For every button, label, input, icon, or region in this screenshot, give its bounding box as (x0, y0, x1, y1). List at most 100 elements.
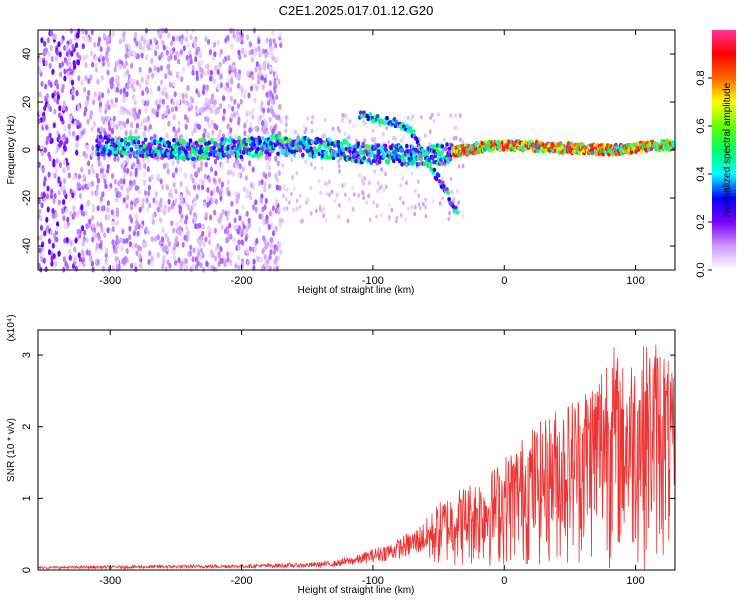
spectrogram-x-tick-label: -300 (99, 275, 121, 287)
spectrogram-cell (99, 46, 103, 53)
spectrogram-cell (168, 81, 172, 88)
spectrogram-cell (322, 214, 325, 219)
spectrogram-cell (186, 229, 190, 236)
spectrogram-cell (177, 229, 181, 236)
spectrogram-cell (51, 92, 55, 99)
spectrogram-cell (81, 184, 85, 191)
spectrogram-cell (239, 84, 243, 91)
spectrogram-cell (309, 211, 313, 216)
spectrogram-cell (254, 66, 258, 73)
spectrogram-cell (229, 259, 233, 266)
spectrogram-cell (222, 95, 226, 102)
spectrogram-cell (198, 254, 202, 261)
spectrogram-cell (130, 82, 134, 89)
spectrogram-cell (52, 122, 56, 129)
spectrogram-cell (443, 137, 446, 142)
spectrogram-cell (344, 192, 347, 198)
spectrogram-cell (216, 187, 220, 194)
spectrogram-cell (162, 163, 167, 169)
spectrogram-cell (263, 186, 267, 193)
spectrogram-cell (252, 258, 256, 265)
spectrogram-cell (411, 129, 416, 134)
spectrogram-cell (159, 27, 163, 34)
spectrogram-cell (143, 190, 148, 196)
spectrogram-cell (416, 179, 420, 184)
spectrogram-cell (196, 248, 201, 254)
spectrogram-cell (106, 227, 110, 234)
spectrogram-cell (247, 223, 251, 230)
spectrogram-cell (213, 78, 217, 85)
spectrogram-cell (176, 221, 180, 228)
spectrogram-cell (43, 176, 47, 183)
spectrogram-cell (68, 61, 72, 68)
spectrogram-cell (191, 64, 195, 71)
spectrogram-cell (51, 242, 55, 249)
spectrogram-cell (452, 136, 456, 141)
spectrogram-cell (93, 91, 97, 98)
spectrogram-cell (82, 174, 86, 181)
spectrogram-cell (298, 148, 303, 153)
spectrogram-cell (146, 44, 150, 51)
spectrogram-cell (248, 245, 253, 252)
spectrogram-cell (106, 200, 110, 207)
spectrogram-cell (77, 252, 81, 259)
spectrogram-cell (176, 71, 180, 78)
spectrogram-cell (148, 202, 152, 209)
spectrogram-cell (65, 207, 69, 214)
spectrogram-cell (223, 228, 228, 235)
spectrogram-cell (195, 70, 199, 77)
spectrogram-cell (99, 126, 103, 132)
spectrogram-cell (128, 225, 132, 232)
spectrogram-cell (108, 151, 112, 156)
spectrogram-cell (119, 178, 123, 185)
spectrogram-cell (183, 114, 188, 121)
spectrogram-cell (195, 49, 199, 56)
spectrogram-cell (75, 32, 79, 39)
spectrogram-cell (45, 193, 50, 200)
spectrogram-cell (257, 38, 261, 45)
spectrogram-cell (100, 92, 105, 99)
spectrogram-cell (94, 232, 98, 239)
spectrogram-cell (209, 107, 213, 114)
spectrogram-cell (71, 192, 75, 199)
spectrogram-cell (101, 56, 105, 63)
spectrogram-cell (275, 79, 279, 86)
spectrogram-cell (159, 217, 163, 224)
spectrogram-cell (383, 120, 387, 126)
spectrogram-cell (352, 124, 355, 129)
spectrogram-cell (123, 121, 127, 128)
spectrogram-cell (210, 120, 214, 126)
spectrogram-cell (275, 265, 279, 272)
spectrogram-cell (156, 252, 160, 258)
spectrogram-cell (119, 88, 123, 95)
spectrogram-cell (282, 206, 286, 212)
spectrogram-cell (260, 265, 264, 272)
spectrogram-cell (179, 49, 183, 56)
spectrogram-cell (60, 87, 64, 94)
spectrogram-cell (206, 133, 211, 140)
spectrogram-cell (276, 160, 280, 167)
spectrogram-cell (140, 76, 144, 83)
spectrogram-cell (39, 215, 43, 222)
spectrogram-cell (239, 154, 244, 160)
spectrogram-cell (245, 118, 249, 125)
spectrogram-cell (148, 67, 152, 74)
spectrogram-cell (83, 86, 87, 93)
spectrogram-cell (301, 152, 305, 157)
spectrogram-cell (236, 193, 240, 200)
spectrogram-cell (113, 220, 117, 227)
spectrogram-cell (441, 176, 444, 181)
spectrogram-cell (101, 265, 106, 272)
spectrogram-cell (69, 74, 73, 81)
spectrogram-cell (60, 61, 65, 68)
spectrogram-cell (72, 59, 76, 66)
spectrogram-y-label: Frequency (Hz) (6, 116, 17, 185)
spectrogram-cell (205, 260, 209, 267)
spectrogram-cell (272, 111, 276, 118)
spectrogram-cell (57, 189, 61, 196)
spectrogram-cell (168, 262, 172, 269)
spectrogram-cell (125, 108, 129, 115)
spectrogram-cell (315, 208, 318, 214)
spectrogram-cell (47, 249, 52, 256)
